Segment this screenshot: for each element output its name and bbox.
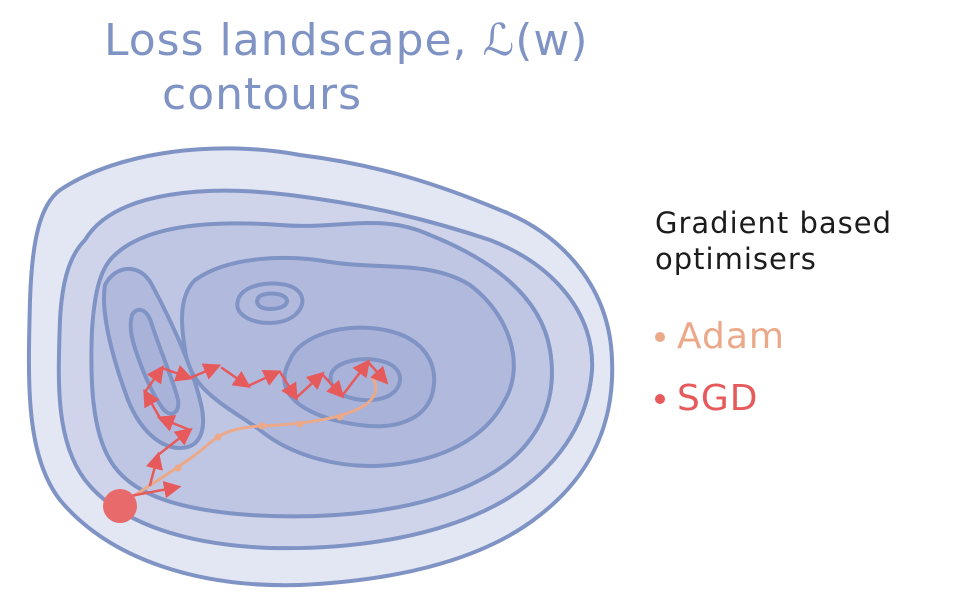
legend-label-adam: Adam xyxy=(677,316,785,357)
sgd-dot-icon xyxy=(655,394,665,404)
title-line-1: Loss landscape, ℒ(w) xyxy=(104,15,589,66)
title-line-2: contours xyxy=(162,69,363,120)
sgd-step xyxy=(278,370,298,401)
sgd-step xyxy=(220,366,251,388)
sgd-step xyxy=(143,388,162,420)
legend-item-sgd: SGD xyxy=(655,379,945,419)
legend-item-adam: Adam xyxy=(655,317,945,357)
legend-label-sgd: SGD xyxy=(677,378,759,419)
sgd-step xyxy=(156,427,193,457)
start-point xyxy=(103,489,137,523)
adam-point xyxy=(336,413,344,421)
contour-top-small-inner xyxy=(255,291,289,312)
sgd-path xyxy=(123,359,389,499)
sgd-step xyxy=(145,451,163,487)
adam-point xyxy=(214,433,222,441)
adam-point xyxy=(174,464,182,472)
contour-left-inner xyxy=(128,307,181,416)
legend: Gradient based optimisers Adam SGD xyxy=(655,205,945,419)
diagram-title: Loss landscape, ℒ(w) contours xyxy=(104,14,589,122)
adam-path xyxy=(118,376,378,507)
sgd-step xyxy=(143,365,165,394)
contour-levels xyxy=(26,146,615,588)
sgd-step xyxy=(320,372,345,399)
sgd-step xyxy=(366,360,389,385)
sgd-step xyxy=(294,371,325,400)
sgd-step xyxy=(246,369,282,388)
adam-dot-icon xyxy=(655,332,665,342)
adam-point xyxy=(296,420,304,428)
adam-point xyxy=(258,422,266,430)
sgd-step xyxy=(160,365,194,382)
sgd-step xyxy=(188,363,222,380)
sgd-step xyxy=(123,480,182,499)
sgd-step xyxy=(340,359,371,398)
sgd-step xyxy=(156,415,192,432)
legend-title: Gradient based optimisers xyxy=(655,206,892,276)
